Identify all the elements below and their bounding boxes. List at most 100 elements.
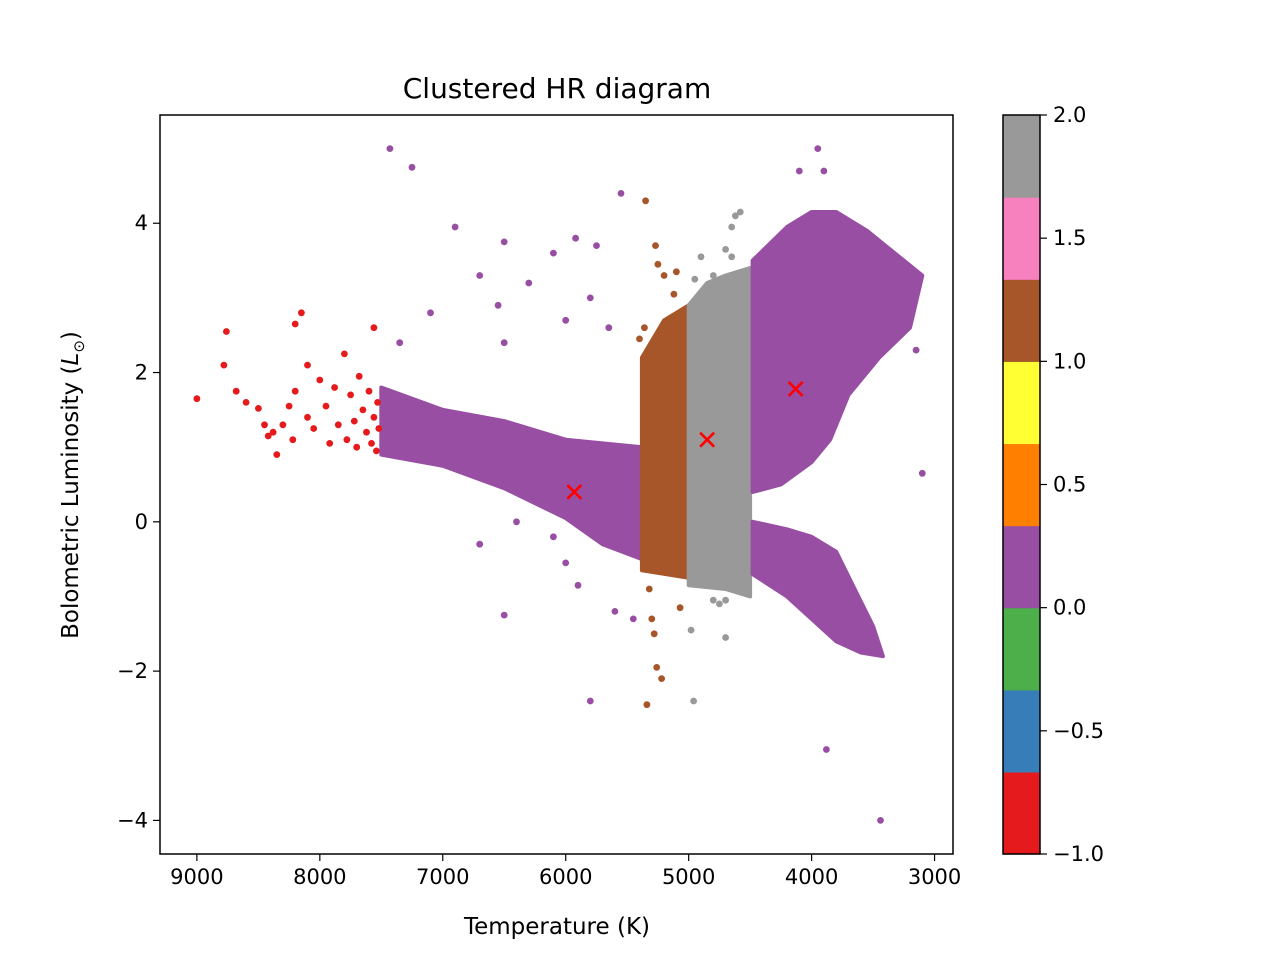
scatter-point [709,596,717,604]
x-tick-label: 4000 [785,865,838,889]
scatter-point [343,436,351,444]
scatter-point [653,664,661,671]
dense-cluster-regions [379,210,925,659]
colorbar-tick-label: −1.0 [1053,842,1104,866]
scatter-point [593,242,600,250]
scatter-point [331,384,338,391]
scatter-point [264,432,272,440]
scatter-point [350,417,358,425]
scatter-point [728,253,736,261]
chart-title: Clustered HR diagram [403,72,712,105]
colorbar-segment [1003,279,1040,362]
y-axis: 4 2 0 −2 −4 [117,211,160,832]
scatter-point [648,615,656,623]
scatter-point [814,145,822,153]
colorbar-segment [1003,115,1040,198]
scatter-point [355,372,363,380]
scatter-point [650,630,658,638]
scatter-point [223,328,230,335]
scatter-point [732,212,739,220]
scatter-point [255,405,262,412]
scatter-point [304,361,311,369]
scatter-point [709,272,717,279]
scatter-point [232,387,240,395]
scatter-point [373,447,380,455]
x-axis: 9000 8000 7000 6000 5000 4000 3000 [170,854,961,889]
scatter-point [347,391,354,399]
scatter-point [654,260,662,268]
scatter-point [291,320,299,328]
scatter-point [697,253,705,261]
centroid-stroke [699,431,716,448]
cluster-centroids [566,381,804,500]
scatter-point [676,604,684,612]
scatter-point [353,443,361,451]
y-tick-label: 4 [135,211,148,235]
scatter-point [304,413,311,421]
cluster-region-3 [750,210,925,494]
scatter-point [316,376,324,384]
scatter-point [322,402,330,410]
colorbar-segment [1003,771,1040,855]
scatter-point [645,585,653,593]
y-axis-title-main: Bolometric Luminosity ( [58,365,84,638]
scatter-point [574,581,582,589]
scatter-point [193,395,201,403]
scatter-point [691,275,699,283]
scatter-point [242,399,250,406]
cluster-region-4 [750,519,885,659]
scatter-point [476,540,484,548]
scatter-point [279,421,287,429]
centroid-stroke [787,381,804,397]
colorbar-segment [1003,607,1040,691]
colorbar-segment [1003,525,1040,609]
scatter-point [269,428,277,436]
colorbar-segment [1003,443,1040,527]
scatter-point [716,600,723,608]
x-axis-title: Temperature (K) [463,914,650,940]
scatter-point [359,406,367,414]
scatter-point [820,167,828,175]
x-tick-label: 3000 [908,865,961,889]
scatter-point [562,316,570,324]
scatter-point [736,208,744,216]
scatter-point [408,163,416,171]
scatter-point [341,350,348,358]
y-tick-label: −2 [117,659,148,683]
scatter-point [652,242,659,250]
colorbar: 2.0 1.5 1.0 0.5 0.0 −0.5 −1.0 [1002,103,1104,866]
scatter-point [500,339,508,347]
scatter-point [722,634,729,641]
scatter-point [285,402,293,410]
scatter-points [193,145,926,824]
scatter-point [550,533,557,541]
y-axis-title: Bolometric Luminosity (L⊙) [58,331,88,639]
scatter-point [586,294,594,302]
scatter-point [310,425,318,432]
scatter-point [396,339,404,347]
scatter-point [722,596,729,604]
centroid-stroke [566,484,583,500]
scatter-point [261,421,268,429]
scatter-point [365,387,373,395]
scatter-point [451,223,459,231]
scatter-point [326,440,334,447]
scatter-point [500,611,508,619]
scatter-point [572,234,579,242]
scatter-point [375,425,383,432]
y-axis-title-close: ) [58,331,84,340]
scatter-point [500,238,508,246]
scatter-point [513,518,520,526]
scatter-point [617,190,625,197]
scatter-point [641,324,648,332]
colorbar-segment [1003,361,1040,445]
scatter-point [823,746,830,753]
scatter-point [334,421,342,429]
plot-frame [159,114,954,855]
colorbar-tick-label: 2.0 [1053,103,1086,127]
cluster-region-2 [686,266,753,599]
scatter-point [636,335,643,343]
scatter-point [660,272,668,279]
scatter-point [562,559,570,567]
x-tick-label: 7000 [416,865,469,889]
